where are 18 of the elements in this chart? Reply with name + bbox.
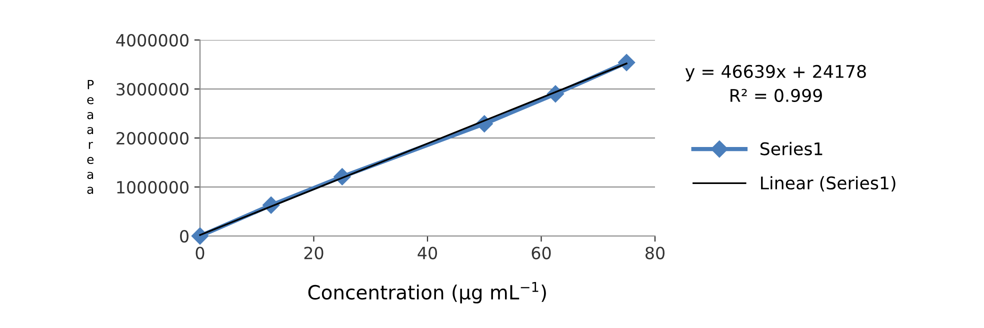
x-tick-label: 20 [304, 246, 324, 260]
text: y = 46639x + 24178 [685, 64, 866, 82]
legend-label: Linear (Series1) [761, 176, 896, 192]
y-tick-label: 3000000 [116, 82, 188, 96]
x-tick-label: 60 [532, 246, 551, 260]
point [191, 227, 209, 245]
x-axis-title: Concentration (µg mL$^{−1}$) [308, 282, 546, 304]
x-tick-label: 80 [646, 246, 664, 260]
y-tick-label: 1000000 [117, 180, 188, 194]
legend-label: Series1 [760, 142, 822, 156]
x-tick-label: 40 [418, 246, 437, 260]
y-tick-label: 2000000 [116, 132, 188, 145]
y-axis-title: Peaareaa [87, 80, 94, 194]
text: R² = 0.999 [730, 88, 822, 102]
point [618, 54, 636, 72]
x-tick-label: 0 [196, 246, 204, 260]
y-tick-label: 0 [180, 230, 188, 243]
y-tick-label: 4000000 [116, 34, 188, 47]
